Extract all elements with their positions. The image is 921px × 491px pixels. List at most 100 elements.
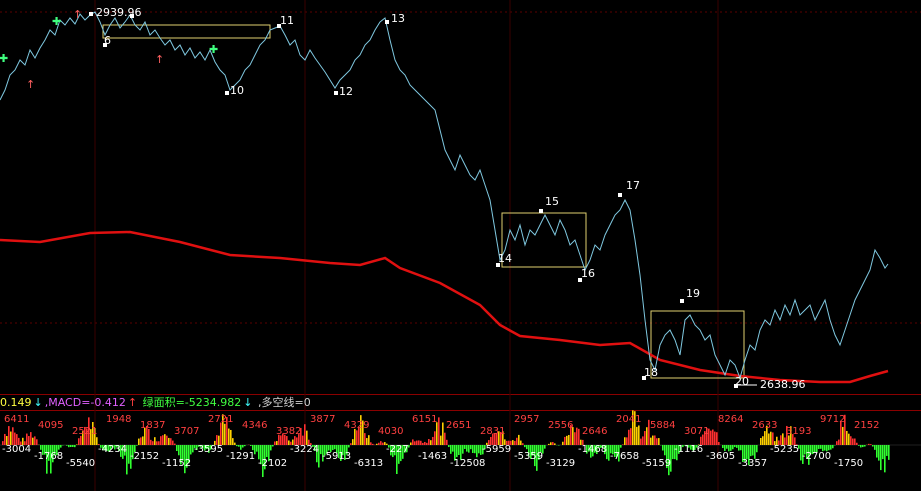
histogram-top-label: 4095 bbox=[38, 420, 63, 431]
histogram-bar bbox=[402, 445, 404, 459]
histogram-bottom-label: -7658 bbox=[610, 451, 639, 462]
histogram-bar bbox=[116, 445, 118, 448]
histogram-bar bbox=[334, 445, 336, 450]
histogram-bar bbox=[810, 445, 812, 455]
histogram-bar bbox=[434, 431, 436, 445]
histogram-bar bbox=[206, 445, 208, 450]
histogram-top-label: 2521 bbox=[72, 426, 97, 437]
histogram-bar bbox=[400, 445, 402, 462]
histogram-bottom-label: -3224 bbox=[290, 444, 319, 455]
histogram-bar bbox=[548, 443, 550, 445]
histogram-bar bbox=[170, 438, 172, 445]
histogram-bar bbox=[244, 445, 246, 447]
histogram-bar bbox=[566, 435, 568, 445]
histogram-bar bbox=[732, 445, 734, 450]
histogram-bar bbox=[330, 445, 332, 452]
histogram-bar bbox=[750, 445, 752, 457]
histogram-bar bbox=[124, 445, 126, 456]
histogram-bar bbox=[6, 436, 8, 445]
histogram-top-label: 8264 bbox=[718, 414, 743, 425]
histogram-bar bbox=[844, 414, 846, 445]
histogram-bottom-label: -6313 bbox=[354, 458, 383, 469]
histogram-bottom-label: -3129 bbox=[546, 458, 575, 469]
histogram-bar bbox=[694, 445, 696, 450]
histogram-bar bbox=[596, 445, 598, 455]
histogram-bar bbox=[520, 440, 522, 445]
histogram-bar bbox=[474, 445, 476, 454]
histogram-bar bbox=[756, 445, 758, 453]
histogram-bar bbox=[670, 445, 672, 472]
histogram-bar bbox=[212, 445, 214, 447]
histogram-bar bbox=[512, 440, 514, 445]
histogram-bar bbox=[236, 445, 238, 447]
histogram-bar bbox=[484, 445, 486, 450]
histogram-bar bbox=[304, 424, 306, 445]
histogram-bar bbox=[150, 439, 152, 445]
histogram-bar bbox=[204, 445, 206, 451]
histogram-bar bbox=[268, 445, 270, 462]
consolidation-box-3 bbox=[650, 310, 745, 379]
histogram-bar bbox=[66, 445, 68, 446]
histogram-bar bbox=[672, 445, 674, 460]
histogram-bar bbox=[186, 445, 188, 468]
histogram-bar bbox=[690, 445, 692, 450]
histogram-bar bbox=[536, 445, 538, 471]
low-price-label: 2638.96 bbox=[760, 378, 806, 391]
histogram-bar bbox=[128, 445, 130, 464]
histogram-bar bbox=[454, 445, 456, 461]
histogram-bar bbox=[496, 433, 498, 445]
histogram-bar bbox=[462, 445, 464, 454]
histogram-bar bbox=[350, 443, 352, 445]
histogram-bottom-label: -5159 bbox=[642, 458, 671, 469]
histogram-top-label: 9712 bbox=[820, 414, 845, 425]
histogram-bar bbox=[644, 431, 646, 445]
histogram-bar bbox=[20, 441, 22, 445]
histogram-top-label: 2646 bbox=[582, 426, 607, 437]
histogram-bar bbox=[340, 445, 342, 461]
histogram-bar bbox=[880, 445, 882, 471]
histogram-bar bbox=[188, 445, 190, 464]
histogram-bar bbox=[114, 445, 116, 450]
histogram-bar bbox=[370, 442, 372, 445]
histogram-bar bbox=[382, 442, 384, 445]
histogram-bar bbox=[276, 441, 278, 445]
histogram-bar bbox=[354, 428, 356, 445]
histogram-bar bbox=[492, 433, 494, 445]
histogram-bar bbox=[362, 420, 364, 445]
histogram-bottom-label: -2152 bbox=[130, 451, 159, 462]
histogram-bar bbox=[348, 445, 350, 448]
histogram-bar bbox=[734, 445, 736, 448]
histogram-bottom-label: -2700 bbox=[802, 451, 831, 462]
histogram-bar bbox=[36, 439, 38, 445]
histogram-bar bbox=[50, 445, 52, 474]
histogram-bar bbox=[280, 435, 282, 445]
histogram-bottom-label: -227 bbox=[386, 444, 409, 455]
histogram-bar bbox=[508, 440, 510, 445]
histogram-bar bbox=[646, 427, 648, 445]
pivot-labels: 6 10 11 12 13 14 15 16 17 18 19 20 bbox=[104, 12, 749, 388]
histogram-bar bbox=[702, 434, 704, 445]
histogram-bar bbox=[250, 445, 252, 446]
histogram-bar bbox=[640, 438, 642, 445]
histogram-bar bbox=[196, 445, 198, 450]
histogram-bar bbox=[850, 436, 852, 445]
histogram-bar bbox=[82, 431, 84, 445]
histogram-top-label: 6151 bbox=[412, 414, 437, 425]
histogram-bar bbox=[564, 436, 566, 445]
histogram-bar bbox=[842, 426, 844, 445]
histogram-bar bbox=[624, 437, 626, 445]
histogram-bar bbox=[542, 445, 544, 454]
histogram-bar bbox=[100, 445, 102, 448]
histogram-bar bbox=[704, 431, 706, 445]
histogram-bar bbox=[102, 445, 104, 451]
histogram-bar bbox=[772, 432, 774, 445]
down-arrow-icon: ✚ bbox=[209, 43, 218, 56]
histogram-bar bbox=[406, 445, 408, 453]
histogram-bar bbox=[386, 443, 388, 445]
histogram-bar bbox=[14, 432, 16, 445]
histogram-bar bbox=[876, 445, 878, 458]
histogram-bar bbox=[618, 445, 620, 462]
histogram-bottom-label: -1750 bbox=[834, 458, 863, 469]
histogram-bar bbox=[108, 445, 110, 452]
